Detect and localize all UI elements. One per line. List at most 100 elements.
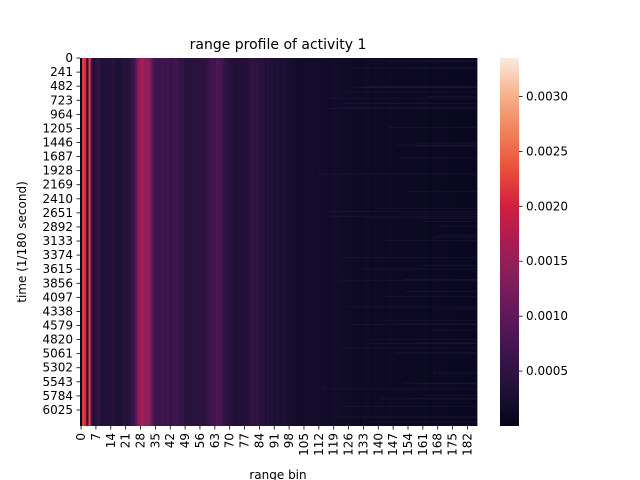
heatmap-column: [445, 58, 448, 426]
heatmap-texture-line: [388, 127, 477, 128]
heatmap-column: [126, 58, 130, 426]
heatmap-column: [400, 58, 404, 426]
y-tick-label: 5543: [42, 375, 73, 389]
x-tick-label: 0: [74, 433, 88, 441]
heatmap-column: [201, 58, 204, 426]
x-axis-ticks: 0 7 14 21 28 35 42 49 56 63 70 77 84 91 98 105 112 119 126…: [74, 426, 474, 456]
heatmap-column: [194, 58, 198, 426]
y-tick-label: 4338: [42, 304, 73, 318]
heatmap-column: [409, 58, 412, 426]
heatmap-column: [457, 58, 461, 426]
heatmap-column: [347, 58, 351, 426]
heatmap-column: [453, 58, 457, 426]
x-tick-label: 98: [282, 433, 296, 448]
heatmap-column: [294, 58, 297, 426]
heatmap-column: [379, 58, 382, 426]
heatmap-column: [447, 58, 450, 426]
heatmap-column: [311, 58, 314, 426]
heatmap-column: [86, 58, 89, 426]
heatmap-texture-line: [432, 372, 477, 374]
heatmap-column: [375, 58, 378, 426]
heatmap-column: [196, 58, 200, 426]
heatmap-column: [332, 58, 336, 426]
heatmap-texture-line: [365, 343, 477, 344]
colorbar-tick-label: 0.0005: [526, 364, 568, 378]
heatmap-column: [296, 58, 300, 426]
heatmap-column: [315, 58, 319, 426]
heatmap-texture-line: [342, 107, 477, 108]
heatmap-column: [107, 58, 111, 426]
heatmap-texture-line: [409, 67, 477, 69]
heatmap-texture-line: [422, 265, 477, 267]
heatmap-column: [133, 58, 136, 426]
heatmap-column: [404, 58, 408, 426]
heatmap-column: [360, 58, 363, 426]
y-tick-label: 2169: [42, 178, 73, 192]
heatmap-column: [392, 58, 395, 426]
heatmap-column: [330, 58, 334, 426]
heatmap-column: [385, 58, 389, 426]
heatmap-texture-line: [360, 416, 477, 418]
heatmap-column: [90, 58, 94, 426]
heatmap-texture-line: [407, 191, 477, 193]
x-tick-label: 35: [148, 433, 162, 448]
x-tick-label: 56: [193, 433, 207, 448]
heatmap-column: [472, 58, 476, 426]
heatmap-column: [460, 58, 463, 426]
heatmap-column: [455, 58, 459, 426]
y-tick-label: 1205: [42, 121, 73, 135]
heatmap-texture-line: [328, 97, 477, 99]
heatmap-column: [103, 58, 106, 426]
heatmap-column: [160, 58, 164, 426]
heatmap-column: [118, 58, 121, 426]
heatmap-column: [268, 58, 272, 426]
colorbar-tick-label: 0.0015: [526, 254, 568, 268]
x-tick-label: 175: [446, 433, 460, 456]
y-tick-label: 6025: [42, 403, 73, 417]
x-axis-label: range bin: [249, 468, 306, 480]
heatmap-texture-line: [370, 421, 477, 423]
heatmap-column: [443, 58, 446, 426]
heatmap-column: [260, 58, 263, 426]
heatmap-column: [234, 58, 238, 426]
heatmap-texture-line: [327, 108, 477, 109]
heatmap-texture-line: [427, 96, 477, 98]
heatmap-column: [451, 58, 455, 426]
heatmap-column: [317, 58, 321, 426]
heatmap-texture-line: [347, 306, 477, 308]
heatmap-texture-line: [338, 279, 477, 281]
heatmap-column: [111, 58, 115, 426]
x-tick-label: 105: [297, 433, 311, 456]
heatmap-texture-line: [342, 347, 477, 349]
heatmap-texture-line: [346, 91, 477, 93]
y-tick-label: 2410: [42, 192, 73, 206]
y-tick-label: 5061: [42, 347, 73, 361]
heatmap-column: [220, 58, 223, 426]
heatmap-column: [419, 58, 423, 426]
heatmap-column: [415, 58, 418, 426]
colorbar-tick-label: 0.0010: [526, 309, 568, 323]
heatmap-column: [113, 58, 117, 426]
heatmap-column: [426, 58, 429, 426]
heatmap-texture-line: [350, 86, 477, 88]
heatmap-column: [389, 58, 393, 426]
heatmap-column: [366, 58, 370, 426]
heatmap-column: [438, 58, 442, 426]
heatmap-column: [211, 58, 215, 426]
heatmap-texture-line: [378, 398, 477, 400]
heatmap-column: [328, 58, 331, 426]
heatmap-column: [372, 58, 376, 426]
heatmap-column: [421, 58, 425, 426]
y-tick-label: 0: [65, 51, 73, 65]
heatmap-column: [324, 58, 327, 426]
heatmap-texture-line: [416, 342, 477, 344]
heatmap-texture-line: [410, 398, 477, 399]
heatmap-texture-line: [341, 406, 477, 407]
heatmap-column: [281, 58, 285, 426]
x-tick-label: 84: [252, 433, 266, 448]
x-tick-label: 63: [208, 433, 222, 448]
heatmap-column: [353, 58, 357, 426]
heatmap-column: [322, 58, 325, 426]
y-tick-label: 1687: [42, 150, 73, 164]
heatmap-column: [364, 58, 367, 426]
